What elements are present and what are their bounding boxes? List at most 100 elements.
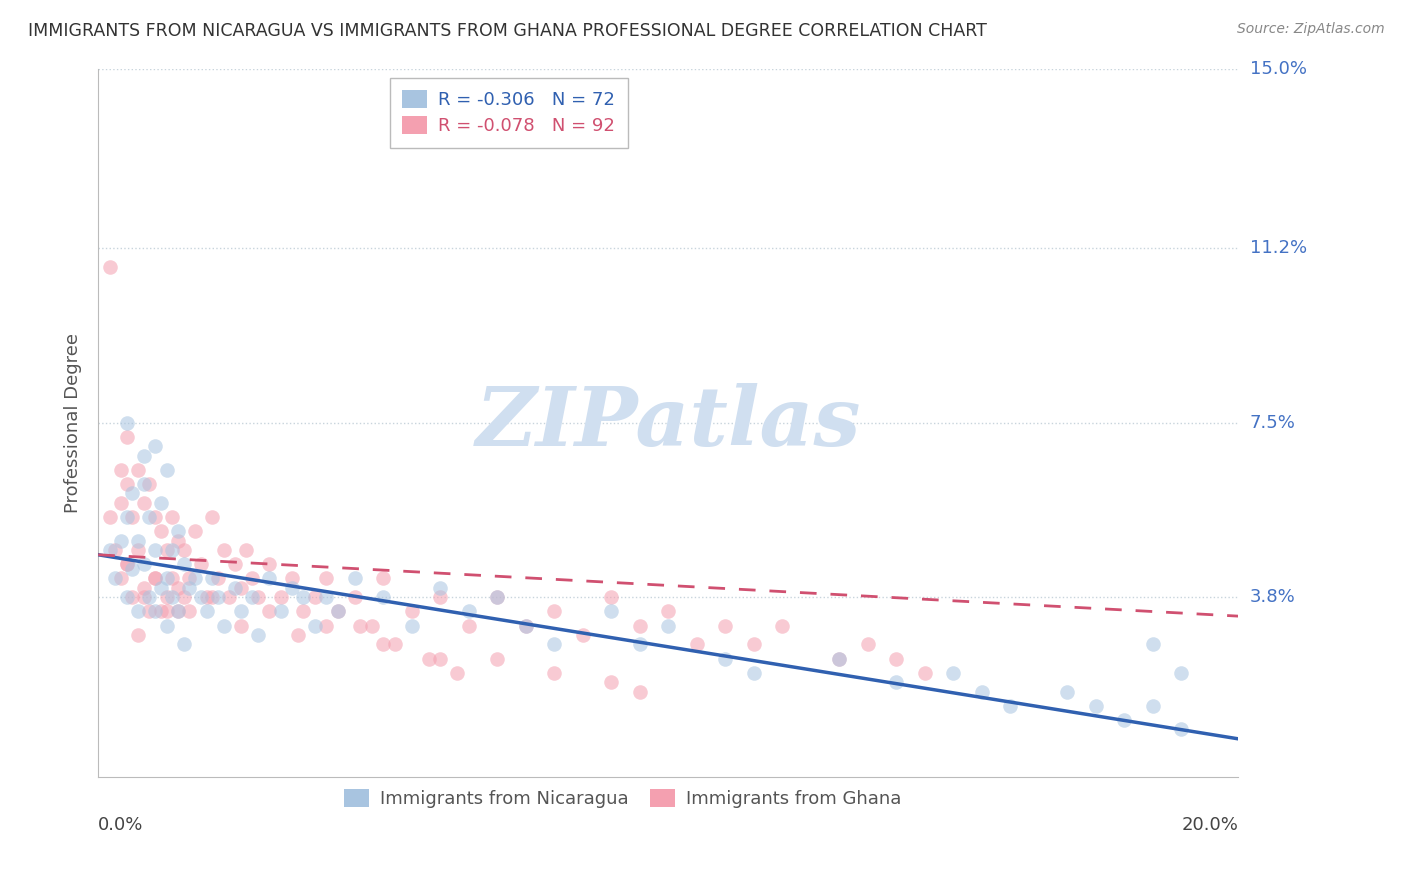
Point bbox=[98, 260, 121, 274]
Point bbox=[828, 651, 851, 665]
Text: ZIPatlas: ZIPatlas bbox=[475, 383, 860, 463]
Legend: Immigrants from Nicaragua, Immigrants from Ghana: Immigrants from Nicaragua, Immigrants fr… bbox=[335, 780, 911, 817]
Point bbox=[149, 496, 172, 510]
Point bbox=[155, 571, 177, 585]
Point bbox=[149, 524, 172, 538]
Point bbox=[384, 637, 406, 651]
Point bbox=[212, 543, 235, 558]
Point bbox=[115, 477, 138, 491]
Point bbox=[1142, 698, 1164, 713]
Point bbox=[212, 618, 235, 632]
Point bbox=[292, 604, 315, 618]
Point bbox=[457, 618, 479, 632]
Point bbox=[429, 591, 451, 605]
Point bbox=[127, 533, 149, 548]
Point bbox=[167, 604, 190, 618]
Point bbox=[132, 581, 155, 595]
Text: 0.0%: 0.0% bbox=[98, 815, 143, 833]
Point bbox=[167, 533, 190, 548]
Point bbox=[201, 510, 224, 524]
Point bbox=[418, 651, 440, 665]
Point bbox=[1000, 698, 1022, 713]
Point bbox=[201, 571, 224, 585]
Point bbox=[155, 618, 177, 632]
Point bbox=[115, 558, 138, 572]
Point bbox=[1170, 665, 1192, 680]
Point bbox=[886, 675, 908, 690]
Point bbox=[127, 604, 149, 618]
Point bbox=[115, 416, 138, 430]
Point bbox=[115, 430, 138, 444]
Point bbox=[373, 637, 395, 651]
Point bbox=[429, 651, 451, 665]
Point bbox=[326, 604, 349, 618]
Point bbox=[143, 571, 166, 585]
Point bbox=[401, 604, 423, 618]
Point bbox=[600, 675, 623, 690]
Point bbox=[246, 591, 269, 605]
Point bbox=[1056, 684, 1078, 698]
Point bbox=[162, 571, 184, 585]
Point bbox=[162, 543, 184, 558]
Point bbox=[770, 618, 793, 632]
Point bbox=[190, 558, 212, 572]
Point bbox=[143, 439, 166, 453]
Point bbox=[110, 496, 132, 510]
Point bbox=[856, 637, 879, 651]
Point bbox=[167, 604, 190, 618]
Point bbox=[257, 604, 280, 618]
Point bbox=[173, 591, 195, 605]
Point bbox=[115, 558, 138, 572]
Point bbox=[235, 543, 257, 558]
Point bbox=[657, 618, 679, 632]
Point bbox=[190, 591, 212, 605]
Point bbox=[942, 665, 965, 680]
Point bbox=[628, 684, 651, 698]
Point bbox=[132, 449, 155, 463]
Point bbox=[179, 581, 201, 595]
Point bbox=[240, 571, 263, 585]
Point bbox=[315, 618, 337, 632]
Point bbox=[173, 558, 195, 572]
Point bbox=[246, 628, 269, 642]
Point bbox=[304, 591, 326, 605]
Point bbox=[155, 591, 177, 605]
Point bbox=[886, 651, 908, 665]
Point bbox=[138, 477, 160, 491]
Point bbox=[98, 543, 121, 558]
Point bbox=[543, 604, 565, 618]
Point bbox=[373, 591, 395, 605]
Point bbox=[1142, 637, 1164, 651]
Point bbox=[173, 637, 195, 651]
Point bbox=[132, 477, 155, 491]
Point bbox=[127, 543, 149, 558]
Point bbox=[543, 665, 565, 680]
Point bbox=[326, 604, 349, 618]
Point bbox=[143, 604, 166, 618]
Point bbox=[162, 510, 184, 524]
Point bbox=[155, 604, 177, 618]
Point bbox=[515, 618, 537, 632]
Point bbox=[143, 543, 166, 558]
Point bbox=[207, 571, 229, 585]
Point bbox=[229, 604, 252, 618]
Point bbox=[240, 591, 263, 605]
Point bbox=[132, 591, 155, 605]
Point bbox=[121, 510, 143, 524]
Point bbox=[287, 628, 309, 642]
Point bbox=[304, 618, 326, 632]
Point bbox=[149, 604, 172, 618]
Point bbox=[104, 571, 127, 585]
Point bbox=[257, 571, 280, 585]
Point bbox=[104, 543, 127, 558]
Point bbox=[149, 581, 172, 595]
Point bbox=[184, 571, 207, 585]
Point bbox=[121, 591, 143, 605]
Point bbox=[229, 618, 252, 632]
Point bbox=[1084, 698, 1107, 713]
Point bbox=[457, 604, 479, 618]
Text: 20.0%: 20.0% bbox=[1181, 815, 1239, 833]
Point bbox=[155, 463, 177, 477]
Point bbox=[349, 618, 371, 632]
Point bbox=[401, 618, 423, 632]
